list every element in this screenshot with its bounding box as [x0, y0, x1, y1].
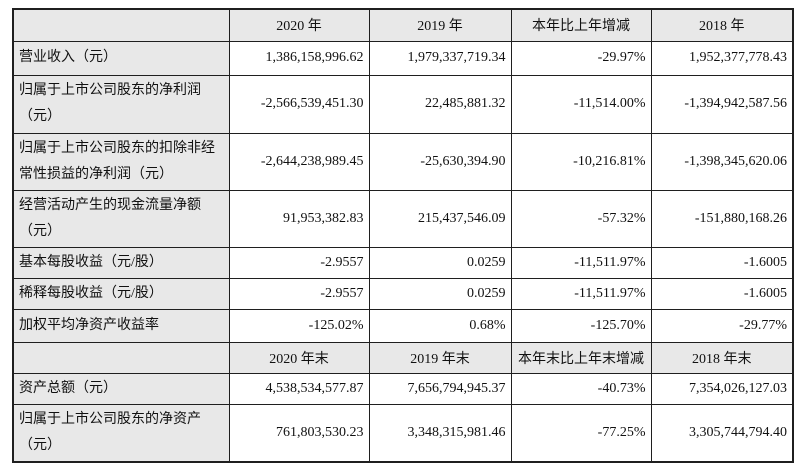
row-label-cell: 营业收入（元） — [12, 40, 230, 76]
value-cell-2019: -25,630,394.90 — [368, 132, 512, 191]
table-row-net-profit: 归属于上市公司股东的净利润（元） -2,566,539,451.30 22,48… — [12, 74, 794, 134]
value-cell-change: -29.97% — [510, 40, 652, 76]
value-cell-2019: 215,437,546.09 — [368, 189, 512, 248]
value-cell-change: -11,511.97% — [510, 246, 652, 279]
row-label-cell: 基本每股收益（元/股） — [12, 246, 230, 279]
table-row-operating-cash-flow: 经营活动产生的现金流量净额（元） 91,953,382.83 215,437,5… — [12, 189, 794, 248]
row-label-cell: 归属于上市公司股东的扣除非经常性损益的净利润（元） — [12, 132, 230, 191]
row-label-cell: 经营活动产生的现金流量净额（元） — [12, 189, 230, 248]
header-cell-2020: 2020 年 — [228, 8, 370, 42]
table-row-revenue: 营业收入（元） 1,386,158,996.62 1,979,337,719.3… — [12, 40, 794, 76]
row-label-cell: 归属于上市公司股东的净资产（元） — [12, 403, 230, 462]
row-label-cell: 资产总额（元） — [12, 372, 230, 405]
value-cell-2019: 3,348,315,981.46 — [368, 403, 512, 462]
value-cell-2018: -1,398,345,620.06 — [650, 132, 794, 191]
value-cell-2020: -2,566,539,451.30 — [228, 74, 370, 134]
financial-summary-table: 2020 年 2019 年 本年比上年增减 2018 年 营业收入（元） 1,3… — [12, 8, 794, 463]
value-cell-2018: -1.6005 — [650, 277, 794, 310]
value-cell-2019: 7,656,794,945.37 — [368, 372, 512, 405]
table-row-basic-eps: 基本每股收益（元/股） -2.9557 0.0259 -11,511.97% -… — [12, 246, 794, 279]
value-cell-2020: 1,386,158,996.62 — [228, 40, 370, 76]
value-cell-change: -11,514.00% — [510, 74, 652, 134]
value-cell-change: -77.25% — [510, 403, 652, 462]
header-cell-blank — [12, 341, 230, 374]
table-row-weighted-avg-roe: 加权平均净资产收益率 -125.02% 0.68% -125.70% -29.7… — [12, 308, 794, 343]
value-cell-2019: 0.0259 — [368, 246, 512, 279]
value-cell-change: -10,216.81% — [510, 132, 652, 191]
header-cell-2020-end: 2020 年末 — [228, 341, 370, 374]
table-row-net-assets: 归属于上市公司股东的净资产（元） 761,803,530.23 3,348,31… — [12, 403, 794, 462]
header-cell-yoy-change: 本年比上年增减 — [510, 8, 652, 42]
table-row-net-profit-excl-nonrecurring: 归属于上市公司股东的扣除非经常性损益的净利润（元） -2,644,238,989… — [12, 132, 794, 191]
value-cell-2019: 22,485,881.32 — [368, 74, 512, 134]
value-cell-2018: 1,952,377,778.43 — [650, 40, 794, 76]
table-header-row-year-end: 2020 年末 2019 年末 本年末比上年末增减 2018 年末 — [12, 341, 794, 374]
value-cell-change: -57.32% — [510, 189, 652, 248]
value-cell-2019: 0.68% — [368, 308, 512, 343]
value-cell-2019: 0.0259 — [368, 277, 512, 310]
row-label-cell: 归属于上市公司股东的净利润（元） — [12, 74, 230, 134]
header-cell-2019: 2019 年 — [368, 8, 512, 42]
header-cell-2019-end: 2019 年末 — [368, 341, 512, 374]
value-cell-2020: -2.9557 — [228, 246, 370, 279]
value-cell-2018: -151,880,168.26 — [650, 189, 794, 248]
value-cell-2018: -1,394,942,587.56 — [650, 74, 794, 134]
value-cell-2020: 91,953,382.83 — [228, 189, 370, 248]
row-label-cell: 加权平均净资产收益率 — [12, 308, 230, 343]
table-row-total-assets: 资产总额（元） 4,538,534,577.87 7,656,794,945.3… — [12, 372, 794, 405]
value-cell-2020: 761,803,530.23 — [228, 403, 370, 462]
header-cell-yearend-change: 本年末比上年末增减 — [510, 341, 652, 374]
value-cell-change: -125.70% — [510, 308, 652, 343]
table-row-diluted-eps: 稀释每股收益（元/股） -2.9557 0.0259 -11,511.97% -… — [12, 277, 794, 310]
value-cell-2020: -2.9557 — [228, 277, 370, 310]
value-cell-2018: 7,354,026,127.03 — [650, 372, 794, 405]
header-cell-blank — [12, 8, 230, 42]
value-cell-2020: -2,644,238,989.45 — [228, 132, 370, 191]
value-cell-change: -40.73% — [510, 372, 652, 405]
header-cell-2018-end: 2018 年末 — [650, 341, 794, 374]
value-cell-2018: 3,305,744,794.40 — [650, 403, 794, 462]
value-cell-2020: -125.02% — [228, 308, 370, 343]
table-header-row-annual: 2020 年 2019 年 本年比上年增减 2018 年 — [12, 8, 794, 42]
value-cell-2018: -1.6005 — [650, 246, 794, 279]
value-cell-2020: 4,538,534,577.87 — [228, 372, 370, 405]
value-cell-2019: 1,979,337,719.34 — [368, 40, 512, 76]
header-cell-2018: 2018 年 — [650, 8, 794, 42]
row-label-cell: 稀释每股收益（元/股） — [12, 277, 230, 310]
value-cell-2018: -29.77% — [650, 308, 794, 343]
value-cell-change: -11,511.97% — [510, 277, 652, 310]
